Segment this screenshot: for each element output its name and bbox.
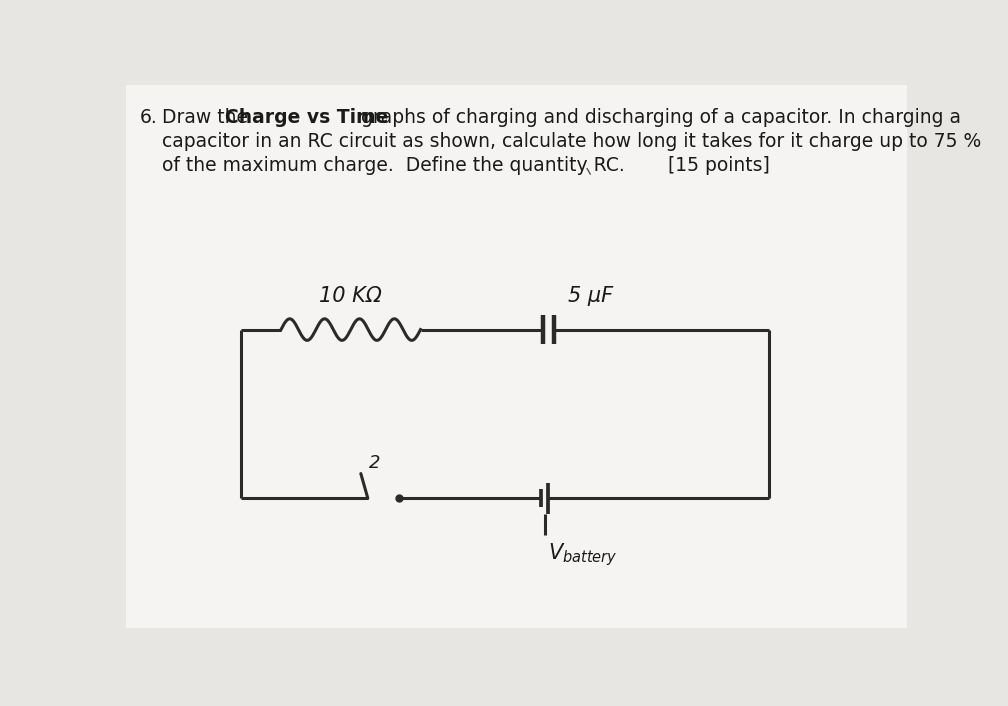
- Text: 10 KΩ: 10 KΩ: [320, 287, 382, 306]
- Text: of the maximum charge.  Define the quantity RC.: of the maximum charge. Define the quanti…: [161, 155, 624, 174]
- Text: Charge vs Time: Charge vs Time: [225, 108, 388, 127]
- Text: capacitor in an RC circuit as shown, calculate how long it takes for it charge u: capacitor in an RC circuit as shown, cal…: [161, 132, 981, 150]
- Text: 6.: 6.: [140, 108, 157, 127]
- Text: 2: 2: [369, 454, 380, 472]
- Text: 5 μF: 5 μF: [569, 287, 614, 306]
- Text: Draw the: Draw the: [161, 108, 254, 127]
- Text: [15 points]: [15 points]: [668, 155, 770, 174]
- Text: $V_{battery}$: $V_{battery}$: [548, 542, 618, 568]
- Text: graphs of charging and discharging of a capacitor. In charging a: graphs of charging and discharging of a …: [356, 108, 962, 127]
- FancyBboxPatch shape: [126, 85, 907, 628]
